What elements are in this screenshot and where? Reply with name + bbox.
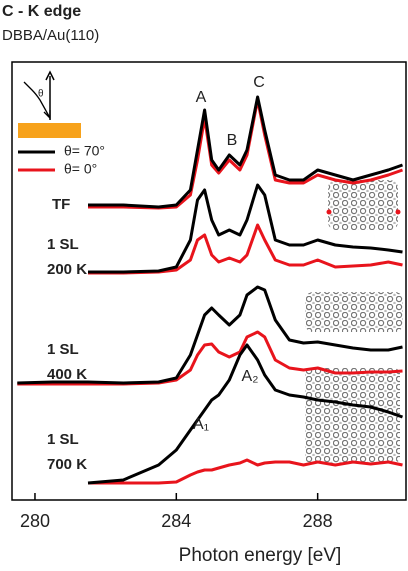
svg-text:θ: θ — [38, 89, 44, 100]
peak-annotation: A — [196, 89, 207, 106]
peak-annotation: C — [253, 74, 265, 91]
sample-label: TF — [52, 196, 70, 213]
x-axis-label: Photon energy [eV] — [179, 545, 342, 566]
peak-annotation: A₂ — [242, 368, 259, 385]
legend-label: θ= 0° — [64, 161, 97, 177]
chart-subtitle: DBBA/Au(110) — [2, 27, 99, 44]
sample-label: 400 K — [47, 366, 87, 383]
molecule-images — [305, 180, 403, 463]
sample-label: 1 SL — [47, 431, 79, 448]
peak-annotation: A₁ — [193, 416, 209, 433]
x-tick-label: 284 — [161, 511, 191, 531]
sample-label: 1 SL — [47, 236, 79, 253]
geometry-icon: θ — [18, 72, 81, 138]
sample-label: 700 K — [47, 456, 87, 473]
chart-title: C - K edge — [2, 3, 81, 20]
sample-label: 200 K — [47, 261, 87, 278]
x-tick-label: 280 — [20, 511, 50, 531]
x-tick-label: 288 — [303, 511, 333, 531]
spectrum-line — [88, 225, 403, 273]
chart: C - K edge DBBA/Au(110) θ Photon energy … — [0, 0, 408, 571]
sample-label: 1 SL — [47, 341, 79, 358]
legend-label: θ= 70° — [64, 143, 105, 159]
peak-annotation: B — [227, 132, 238, 149]
spectrum-line — [88, 460, 403, 483]
